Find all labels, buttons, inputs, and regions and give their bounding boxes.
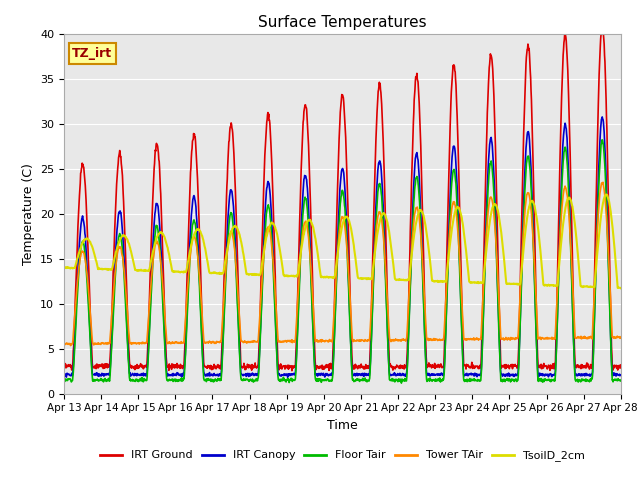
IRT Ground xyxy=(184,251,191,257)
Tower TAir xyxy=(184,277,192,283)
IRT Ground xyxy=(502,361,509,367)
Y-axis label: Temperature (C): Temperature (C) xyxy=(22,163,35,264)
IRT Ground xyxy=(288,368,296,373)
Tower TAir xyxy=(246,339,254,345)
TsoilD_2cm xyxy=(246,271,254,277)
Text: TZ_irt: TZ_irt xyxy=(72,47,113,60)
X-axis label: Time: Time xyxy=(327,419,358,432)
Tower TAir xyxy=(60,341,68,347)
TsoilD_2cm xyxy=(502,272,509,277)
Floor Tair xyxy=(60,378,68,384)
IRT Canopy xyxy=(284,374,291,380)
IRT Canopy xyxy=(617,372,625,378)
IRT Ground xyxy=(617,362,625,368)
Floor Tair xyxy=(551,377,559,383)
Tower TAir xyxy=(599,180,607,185)
Tower TAir xyxy=(617,335,625,341)
IRT Canopy xyxy=(170,372,178,377)
TsoilD_2cm xyxy=(184,259,191,265)
Line: Floor Tair: Floor Tair xyxy=(64,140,621,383)
Legend: IRT Ground, IRT Canopy, Floor Tair, Tower TAir, TsoilD_2cm: IRT Ground, IRT Canopy, Floor Tair, Towe… xyxy=(95,446,589,466)
IRT Canopy xyxy=(551,372,559,377)
Tower TAir xyxy=(551,335,559,341)
IRT Canopy xyxy=(60,372,68,377)
TsoilD_2cm xyxy=(551,283,559,288)
TsoilD_2cm xyxy=(60,264,68,270)
Line: TsoilD_2cm: TsoilD_2cm xyxy=(64,194,621,288)
IRT Ground xyxy=(598,31,605,36)
Line: Tower TAir: Tower TAir xyxy=(64,182,621,346)
IRT Ground xyxy=(170,363,178,369)
Tower TAir xyxy=(502,335,509,340)
IRT Canopy xyxy=(429,372,437,378)
Floor Tair xyxy=(184,300,191,306)
TsoilD_2cm xyxy=(170,269,178,275)
IRT Ground xyxy=(551,361,559,367)
Tower TAir xyxy=(67,343,74,348)
Floor Tair xyxy=(246,377,254,383)
Floor Tair xyxy=(617,377,625,383)
IRT Canopy xyxy=(184,289,191,295)
IRT Ground xyxy=(246,362,254,368)
IRT Canopy xyxy=(598,114,606,120)
Floor Tair xyxy=(429,377,437,383)
IRT Ground xyxy=(60,361,68,367)
Tower TAir xyxy=(429,336,437,342)
Line: IRT Ground: IRT Ground xyxy=(64,34,621,371)
Floor Tair xyxy=(397,380,405,386)
TsoilD_2cm xyxy=(429,277,436,283)
Floor Tair xyxy=(170,377,178,383)
TsoilD_2cm xyxy=(603,192,611,197)
Floor Tair xyxy=(598,137,606,143)
IRT Canopy xyxy=(246,373,254,379)
TsoilD_2cm xyxy=(617,285,625,291)
IRT Canopy xyxy=(502,372,509,377)
Title: Surface Temperatures: Surface Temperatures xyxy=(258,15,427,30)
Tower TAir xyxy=(171,340,179,346)
IRT Ground xyxy=(429,363,437,369)
Line: IRT Canopy: IRT Canopy xyxy=(64,117,621,377)
Floor Tair xyxy=(502,377,509,383)
